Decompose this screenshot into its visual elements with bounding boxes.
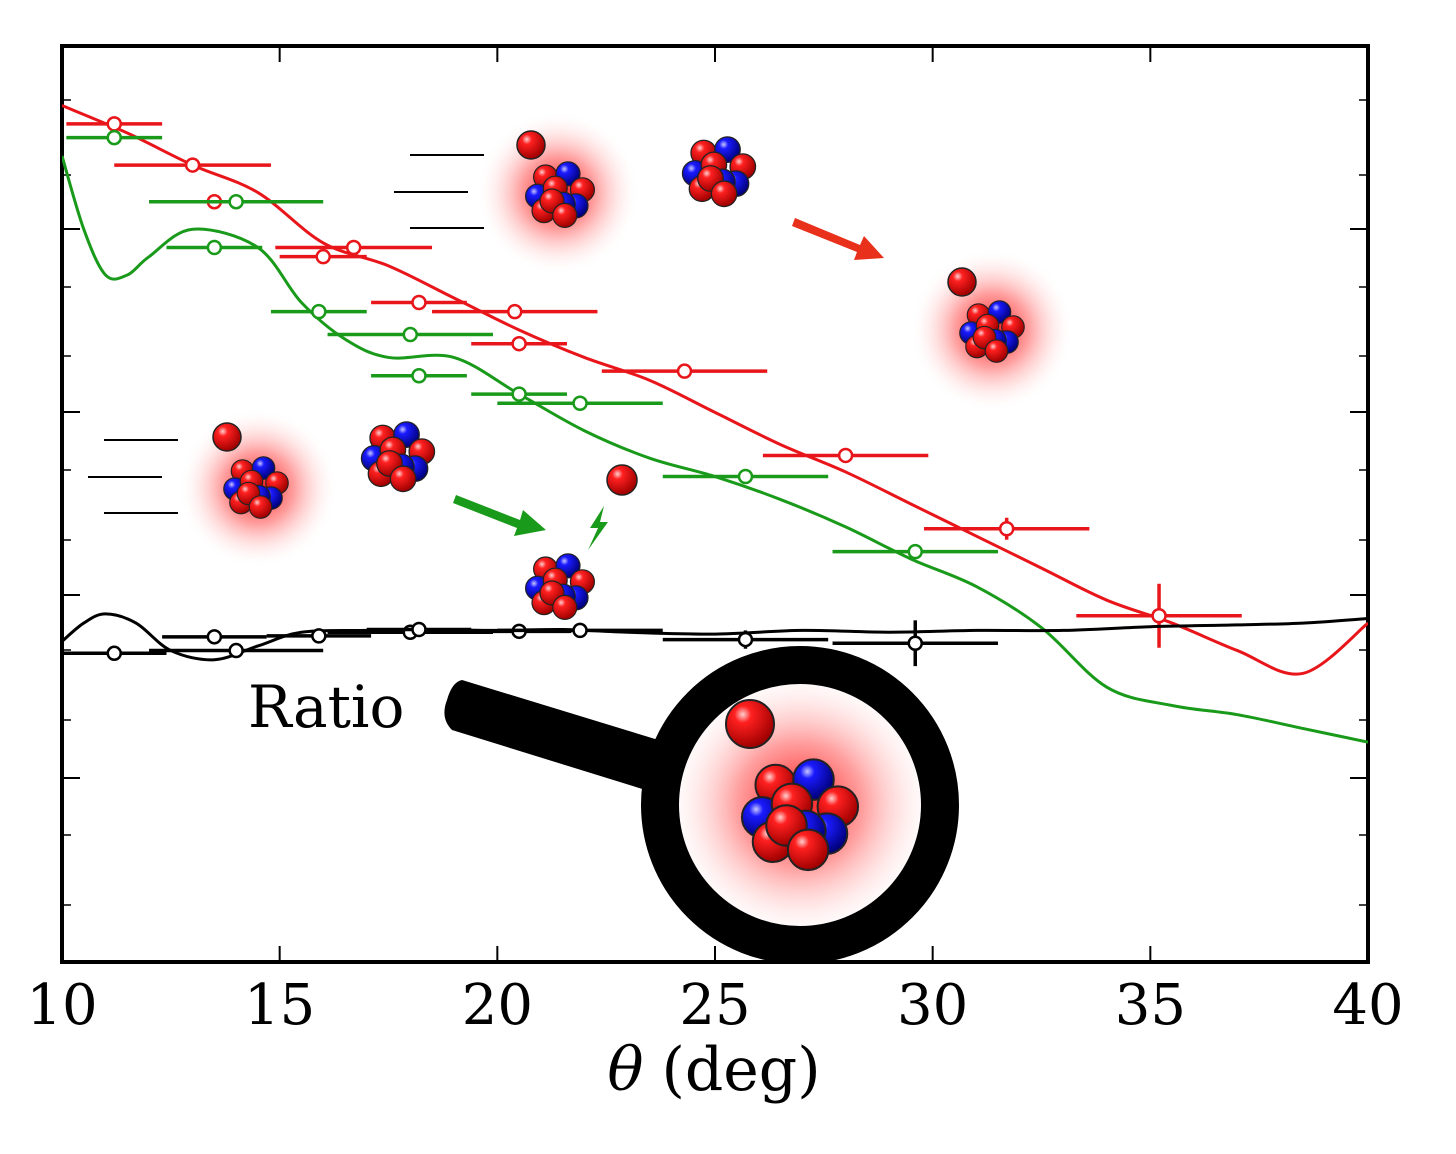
proton-icon — [606, 464, 638, 496]
lightning-icon — [588, 506, 608, 550]
nucleus-ground-bottom-illustration — [524, 553, 596, 621]
elastic-data-point — [601, 363, 768, 379]
level-lines-left-icon — [88, 439, 178, 514]
elastic-data-point — [66, 116, 163, 132]
nucleus-ground-left-illustration — [360, 421, 436, 493]
x-axis-ticks: 10 15 20 25 30 35 40 — [26, 46, 1404, 1038]
x-tick-label: 40 — [1332, 973, 1403, 1038]
elastic-data-point — [1076, 583, 1242, 648]
ratio-data-point — [662, 630, 829, 649]
nucleus-ground-top-illustration — [681, 136, 757, 208]
x-tick-label: 35 — [1115, 973, 1186, 1038]
red-arrow-icon — [792, 218, 884, 260]
ratio-data-point — [366, 621, 472, 638]
inelastic-data-point — [66, 129, 163, 146]
ratio-data-point — [832, 620, 998, 667]
x-tick-label: 30 — [897, 973, 968, 1038]
elastic-data-point — [371, 294, 467, 311]
inelastic-curve — [62, 155, 1368, 744]
inelastic-data-point — [149, 193, 324, 210]
elastic-data-point — [923, 517, 1090, 540]
x-axis-title: θ (deg) — [607, 1035, 820, 1105]
inelastic-data-point — [327, 326, 493, 343]
inelastic-data-point — [832, 543, 998, 560]
x-tick-label: 25 — [679, 973, 750, 1038]
ratio-data-point — [497, 622, 663, 639]
elastic-data-point — [279, 248, 367, 265]
x-tick-label: 20 — [462, 973, 533, 1038]
inelastic-data-point — [662, 468, 829, 485]
nucleus-excited-top-illustration — [476, 111, 640, 275]
inelastic-data-point — [471, 386, 567, 402]
elastic-data-point — [275, 239, 433, 256]
y-axis-ticks — [62, 99, 1368, 906]
ratio-data-point — [162, 629, 267, 645]
nucleus-excited-right-illustration — [910, 248, 1074, 412]
x-tick-label: 15 — [244, 973, 315, 1038]
ratio-data-point — [62, 645, 167, 662]
ratio-label: Ratio — [248, 673, 404, 741]
elastic-data-point — [432, 303, 598, 320]
ratio-data-point — [149, 642, 324, 659]
series-inelastic — [62, 129, 1368, 744]
magnifying-glass-icon — [444, 646, 959, 964]
nucleus-excited-left-illustration — [178, 408, 338, 568]
level-lines-top-icon — [394, 154, 484, 229]
elastic-data-point — [114, 157, 271, 173]
elastic-data-point — [471, 335, 567, 352]
plot-area — [62, 104, 1368, 744]
series-ratio — [62, 612, 1368, 667]
x-axis-unit: (deg) — [661, 1035, 820, 1105]
x-axis-symbol: θ — [607, 1035, 643, 1105]
inelastic-data-point — [497, 395, 663, 411]
inelastic-data-point — [371, 368, 467, 384]
ratio-data-point — [266, 628, 372, 644]
inelastic-data-point — [166, 239, 263, 256]
green-arrow-icon — [453, 495, 546, 536]
elastic-data-point — [762, 447, 929, 464]
x-tick-label: 10 — [26, 973, 97, 1038]
series-elastic — [62, 104, 1368, 676]
inelastic-data-point — [270, 303, 367, 320]
